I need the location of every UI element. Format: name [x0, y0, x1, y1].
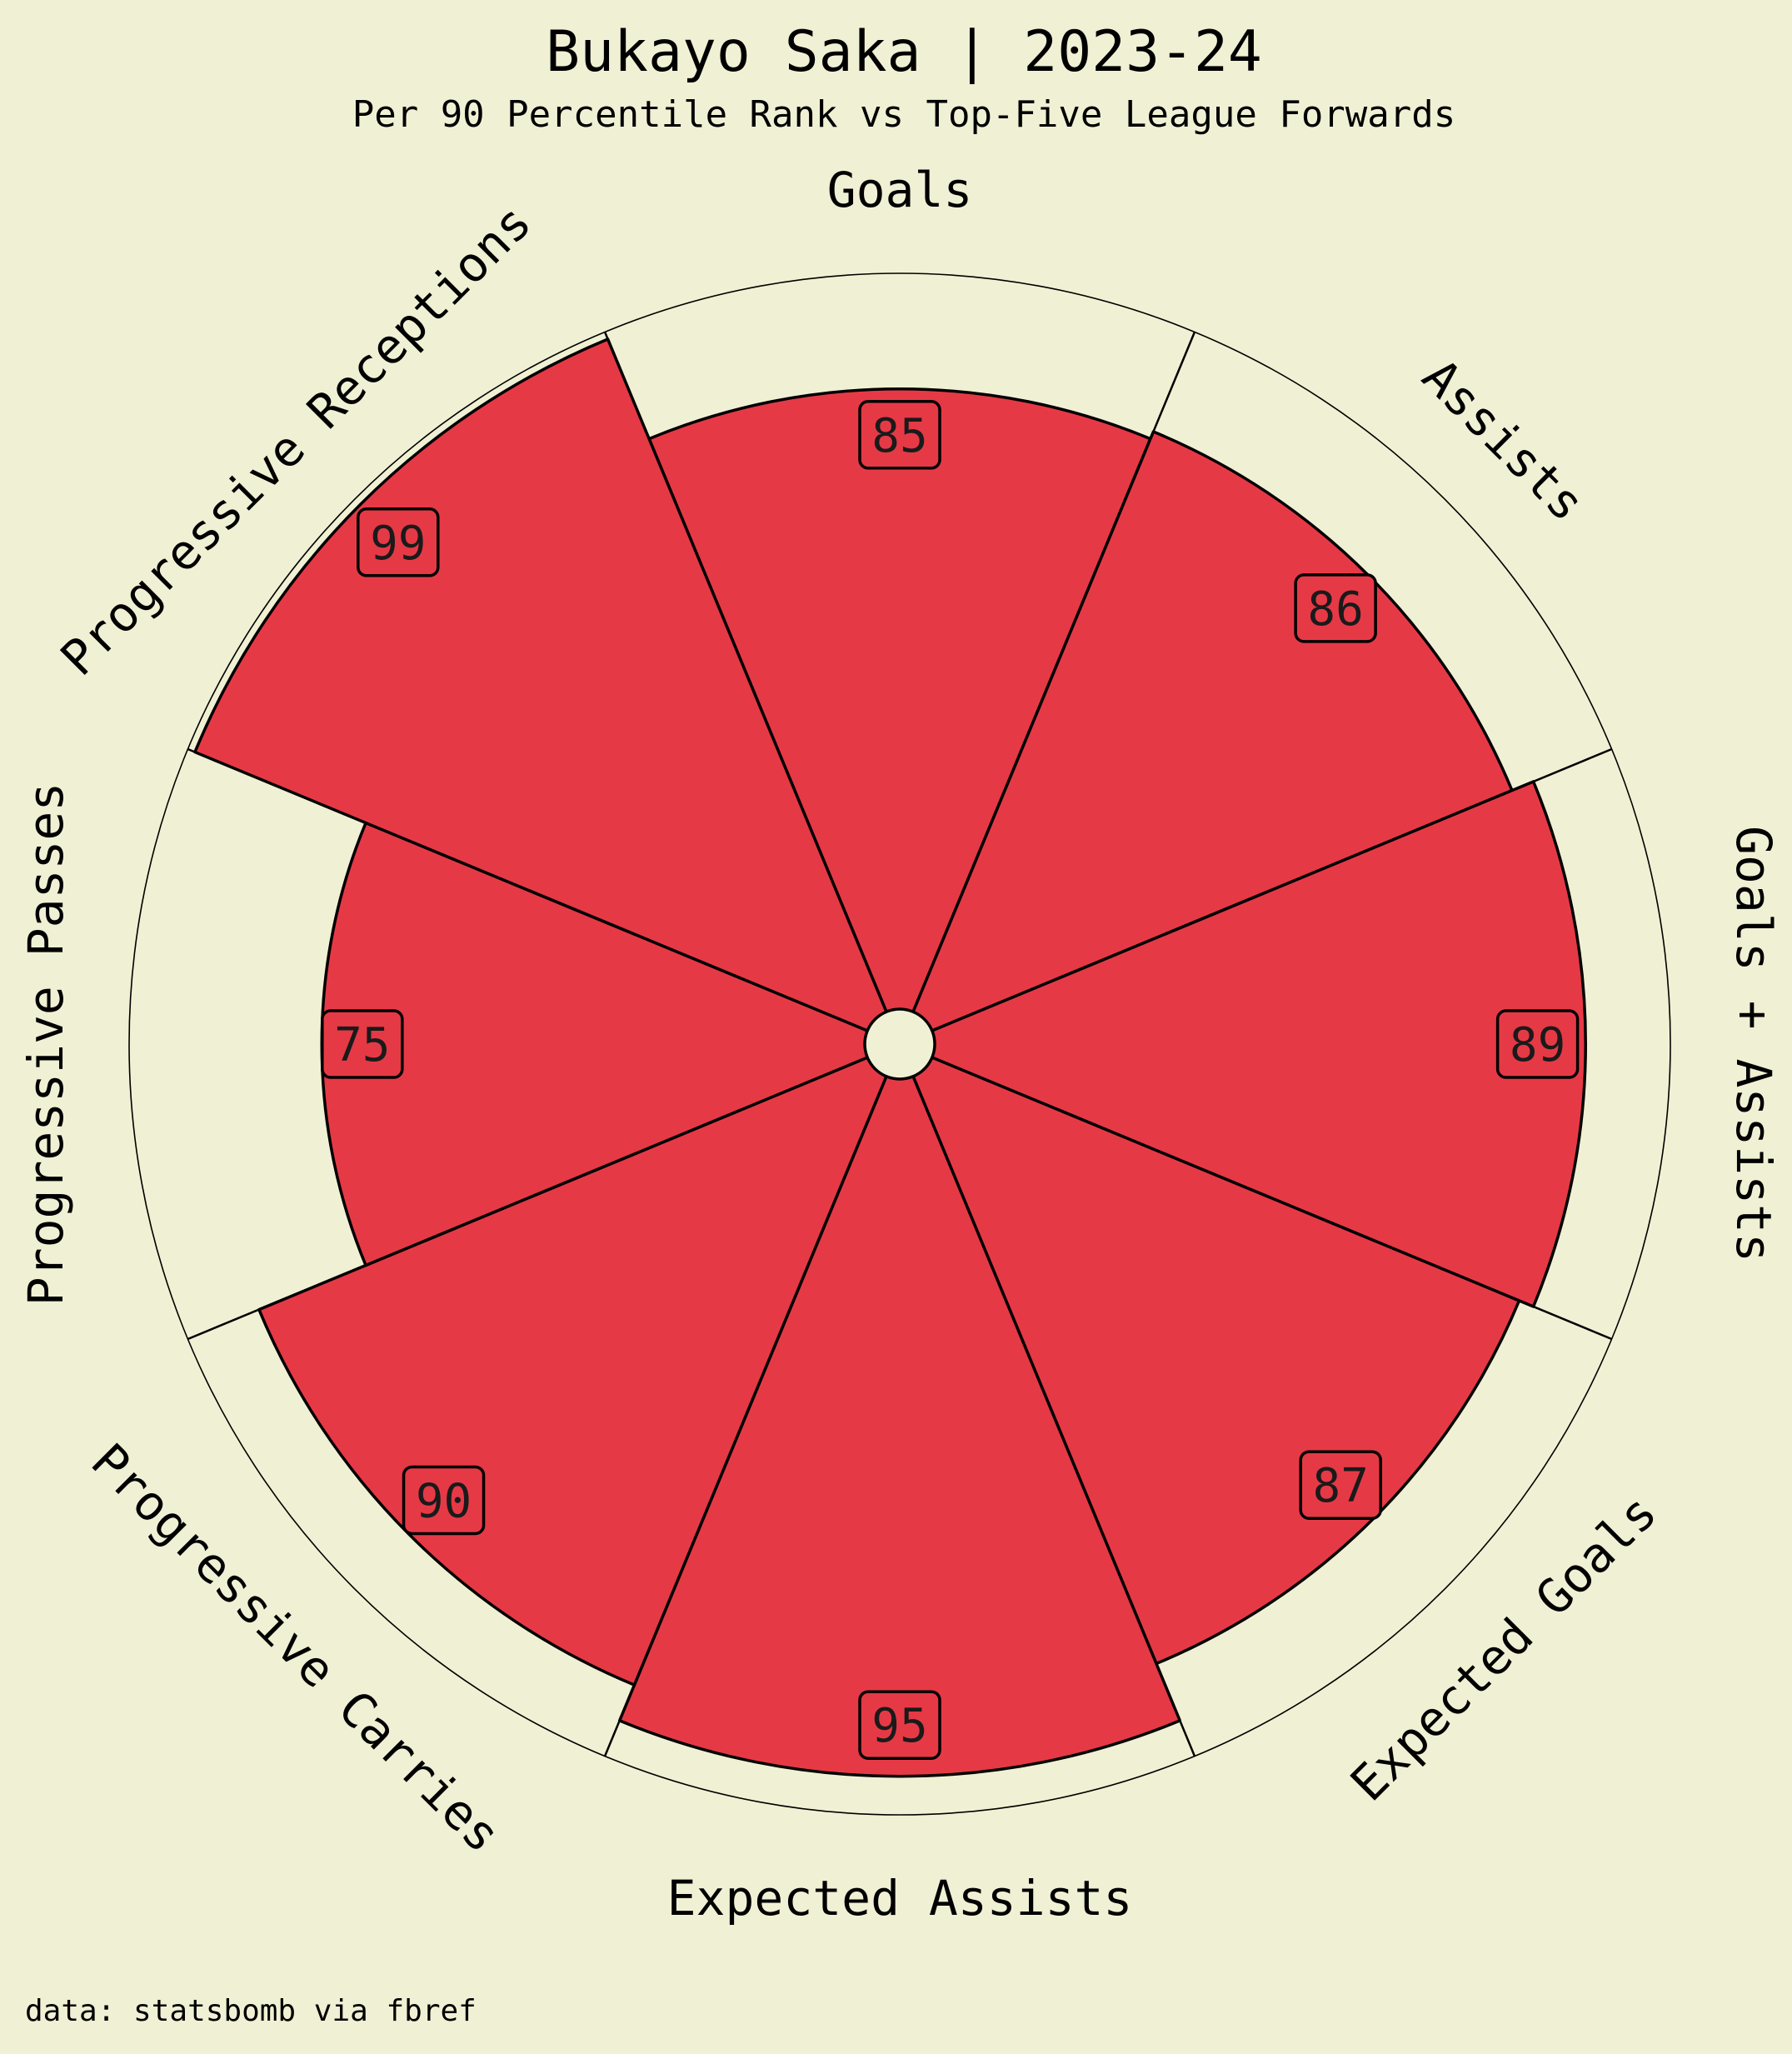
chart-subtitle: Per 90 Percentile Rank vs Top-Five Leagu… [352, 93, 1456, 136]
source-note: data: statsbomb via fbref [25, 1994, 477, 2028]
value-label-goals: 85 [858, 400, 941, 470]
spoke-line [603, 1043, 901, 1757]
category-label-expected-assists: Expected Assists [667, 1870, 1133, 1927]
wedge-group [193, 337, 1587, 1778]
value-text: 85 [871, 409, 927, 463]
value-box [321, 1009, 404, 1079]
value-text: 75 [334, 1018, 390, 1072]
category-label-goals-assists: Goals + Assists [1725, 826, 1782, 1262]
value-label-expected-goals: 87 [1299, 1450, 1382, 1520]
spoke-line [603, 331, 901, 1045]
spoke-line [898, 331, 1196, 1045]
spoke-line [899, 747, 1613, 1046]
value-box [1299, 1450, 1382, 1520]
value-box [357, 507, 440, 577]
value-box [858, 1690, 941, 1760]
value-label-progressive-receptions: 99 [357, 507, 440, 577]
value-box [1495, 1009, 1580, 1079]
outer-ring [128, 272, 1671, 1816]
outer-ring-group [128, 272, 1671, 1816]
value-label-expected-assists: 95 [858, 1690, 941, 1760]
spoke-line [898, 1043, 1196, 1757]
value-text: 99 [370, 517, 426, 571]
bar-goals [647, 387, 1152, 1046]
bar-expected-assists [617, 1042, 1182, 1778]
value-label-progressive-carries: 90 [402, 1465, 486, 1536]
value-box [1294, 573, 1377, 643]
value-text: 95 [871, 1699, 927, 1753]
category-label-assists: Assists [1411, 348, 1595, 532]
category-label-expected-goals: Expected Goals [1340, 1484, 1668, 1812]
value-label-progressive-passes: 75 [321, 1009, 404, 1079]
spoke-line [899, 1042, 1613, 1341]
value-text: 87 [1312, 1459, 1368, 1513]
bar-goals-assists [898, 780, 1587, 1308]
value-box [858, 400, 941, 470]
value-text: 86 [1307, 582, 1363, 637]
spoke-line [187, 747, 901, 1046]
category-label-goals: Goals [827, 162, 973, 218]
value-label-group: 85 86 89 87 95 90 75 99 [321, 400, 1580, 1760]
value-text: 89 [1510, 1018, 1565, 1072]
chart-title: Bukayo Saka | 2023-24 [546, 19, 1262, 85]
center-group [863, 1007, 936, 1081]
value-text: 90 [416, 1474, 472, 1528]
value-box [402, 1465, 486, 1536]
value-label-assists: 86 [1294, 573, 1377, 643]
spoke-line [187, 1042, 901, 1341]
category-label-progressive-passes: Progressive Passes [17, 782, 74, 1307]
center-circle [863, 1007, 936, 1081]
value-label-goals-assists: 89 [1495, 1009, 1580, 1079]
